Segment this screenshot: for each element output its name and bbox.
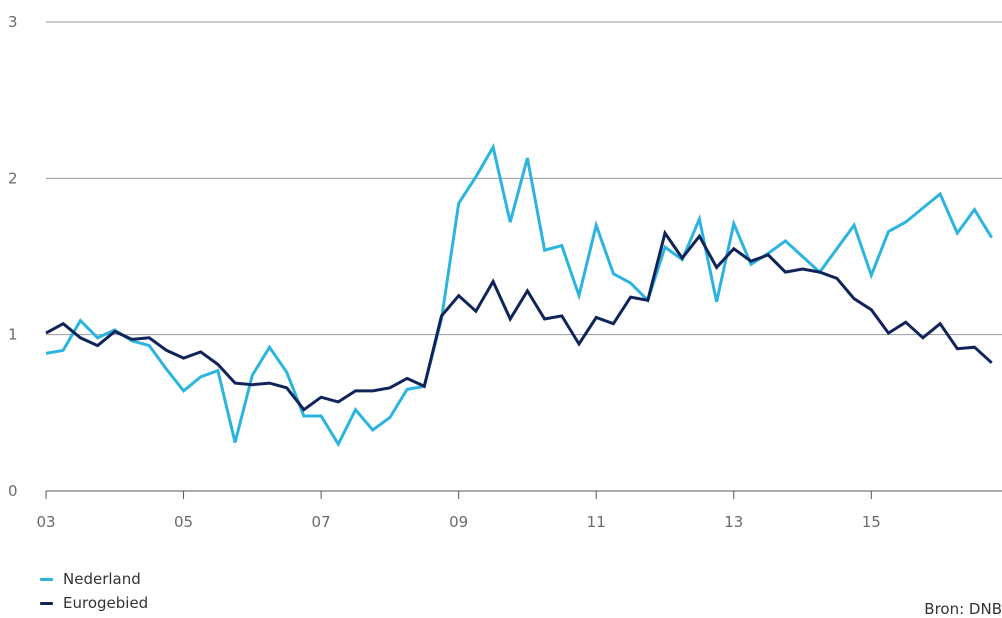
y-tick-label: 0 [8,482,18,500]
legend-swatch-eurogebied [40,601,53,605]
y-tick-label: 1 [8,326,18,344]
legend-item-nederland: Nederland [40,568,148,590]
gridlines [46,21,1002,492]
x-tick-label: 13 [724,513,743,531]
series-line-nederland [45,143,993,448]
x-tick-label: 03 [36,513,55,531]
legend-label-eurogebied: Eurogebied [63,594,149,612]
x-tick-label: 07 [312,513,331,531]
x-tick-label: 11 [587,513,606,531]
legend-label-nederland: Nederland [63,570,141,588]
legend: Nederland Eurogebied [40,568,148,616]
series-line-eurogebied [45,229,993,412]
x-tick-label: 05 [174,513,193,531]
axes: 0 1 2 3 03 05 07 09 11 13 15 [8,13,881,531]
legend-swatch-nederland [40,577,53,581]
x-tick-label: 09 [449,513,468,531]
x-tick-label: 15 [862,513,881,531]
source-note: Bron: DNB [924,600,1002,618]
legend-item-eurogebied: Eurogebied [40,592,148,614]
series-lines [45,143,993,448]
y-tick-label: 2 [8,169,18,187]
y-tick-label: 3 [8,13,18,31]
